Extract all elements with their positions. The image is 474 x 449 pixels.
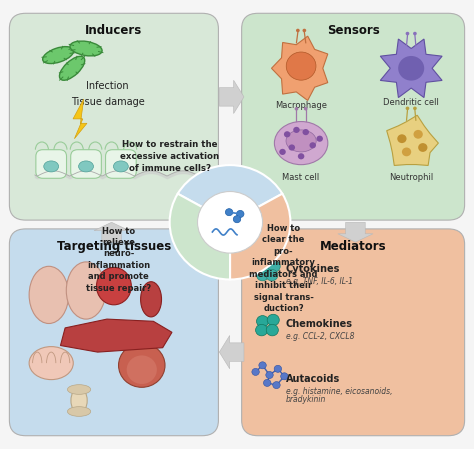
Circle shape [268, 260, 280, 272]
Ellipse shape [67, 407, 91, 416]
Ellipse shape [66, 262, 106, 319]
Wedge shape [230, 194, 291, 279]
Circle shape [273, 382, 280, 389]
Ellipse shape [67, 385, 91, 394]
Circle shape [237, 211, 244, 217]
Text: Autacoids: Autacoids [286, 374, 340, 383]
Circle shape [266, 269, 278, 281]
Ellipse shape [43, 47, 73, 64]
Ellipse shape [79, 161, 93, 172]
Text: Inducers: Inducers [85, 24, 143, 37]
Text: e.g. TNF, IL-6, IL-1: e.g. TNF, IL-6, IL-1 [286, 277, 353, 286]
Text: Macrophage: Macrophage [275, 101, 327, 110]
Text: Sensors: Sensors [327, 24, 380, 37]
Ellipse shape [127, 356, 157, 384]
Polygon shape [387, 115, 438, 166]
Text: Cytokines: Cytokines [286, 264, 340, 273]
Circle shape [267, 314, 279, 326]
FancyBboxPatch shape [9, 229, 219, 436]
Ellipse shape [141, 282, 162, 317]
Circle shape [266, 324, 278, 336]
Text: Chemokines: Chemokines [286, 318, 353, 329]
FancyBboxPatch shape [242, 229, 465, 436]
Circle shape [293, 127, 300, 133]
Circle shape [259, 260, 271, 272]
Circle shape [317, 136, 323, 142]
Circle shape [413, 32, 417, 35]
Circle shape [266, 371, 273, 379]
Polygon shape [219, 80, 244, 114]
FancyBboxPatch shape [9, 13, 219, 220]
Text: How to
relieve
neuro-
inflammation
and promote
tissue repair?: How to relieve neuro- inflammation and p… [86, 227, 151, 293]
Circle shape [302, 129, 309, 135]
Ellipse shape [29, 347, 73, 379]
Circle shape [279, 149, 286, 155]
Text: Mediators: Mediators [320, 240, 386, 253]
Text: Tissue damage: Tissue damage [71, 97, 145, 107]
Ellipse shape [113, 161, 128, 172]
Circle shape [274, 365, 282, 372]
Circle shape [406, 106, 410, 110]
Text: e.g. CCL-2, CXCL8: e.g. CCL-2, CXCL8 [286, 332, 354, 341]
Text: bradykinin: bradykinin [286, 395, 326, 404]
Wedge shape [178, 165, 283, 222]
FancyBboxPatch shape [242, 13, 465, 220]
Circle shape [402, 148, 411, 156]
Circle shape [302, 29, 306, 32]
Circle shape [255, 324, 268, 336]
Polygon shape [94, 222, 129, 242]
Circle shape [304, 107, 308, 110]
Text: Neutrophil: Neutrophil [389, 173, 433, 182]
FancyBboxPatch shape [106, 150, 136, 178]
Circle shape [259, 362, 266, 369]
Circle shape [397, 134, 407, 143]
Circle shape [406, 32, 410, 35]
Circle shape [298, 153, 304, 159]
Circle shape [310, 142, 316, 148]
Circle shape [284, 131, 291, 137]
FancyBboxPatch shape [36, 150, 66, 178]
Circle shape [295, 107, 298, 110]
Text: Infection: Infection [86, 82, 129, 92]
Ellipse shape [44, 161, 59, 172]
Polygon shape [61, 319, 172, 352]
Ellipse shape [286, 130, 316, 152]
Ellipse shape [59, 56, 85, 80]
Ellipse shape [70, 41, 102, 56]
Circle shape [289, 145, 295, 150]
Circle shape [198, 192, 263, 253]
Circle shape [281, 373, 288, 380]
Ellipse shape [274, 122, 328, 165]
Circle shape [398, 56, 424, 81]
Polygon shape [272, 36, 328, 101]
Circle shape [418, 143, 428, 152]
Polygon shape [219, 335, 244, 369]
Text: Dendritic cell: Dendritic cell [383, 98, 439, 107]
Circle shape [264, 379, 271, 387]
Ellipse shape [118, 343, 165, 387]
Text: e.g. histamine, eicosanoids,: e.g. histamine, eicosanoids, [286, 387, 392, 396]
Text: Mast cell: Mast cell [283, 172, 320, 181]
Polygon shape [338, 222, 373, 242]
Circle shape [256, 316, 269, 327]
Ellipse shape [29, 266, 69, 323]
Circle shape [413, 130, 423, 139]
Circle shape [226, 209, 233, 216]
Text: How to
clear the
pro-
inflammatory
mediators and
inhibit their
signal trans-
duc: How to clear the pro- inflammatory media… [249, 224, 318, 313]
Circle shape [413, 106, 417, 110]
Circle shape [256, 269, 269, 281]
Polygon shape [380, 39, 442, 97]
Ellipse shape [71, 387, 87, 414]
Circle shape [252, 368, 259, 375]
Circle shape [286, 52, 316, 80]
Text: Targeting tissues: Targeting tissues [57, 240, 171, 253]
Text: How to restrain the
excessive activation
of immune cells?: How to restrain the excessive activation… [120, 140, 219, 172]
Circle shape [233, 216, 241, 223]
Ellipse shape [97, 268, 131, 305]
Polygon shape [73, 99, 87, 139]
FancyBboxPatch shape [71, 150, 101, 178]
Wedge shape [170, 194, 230, 279]
Circle shape [296, 29, 300, 32]
